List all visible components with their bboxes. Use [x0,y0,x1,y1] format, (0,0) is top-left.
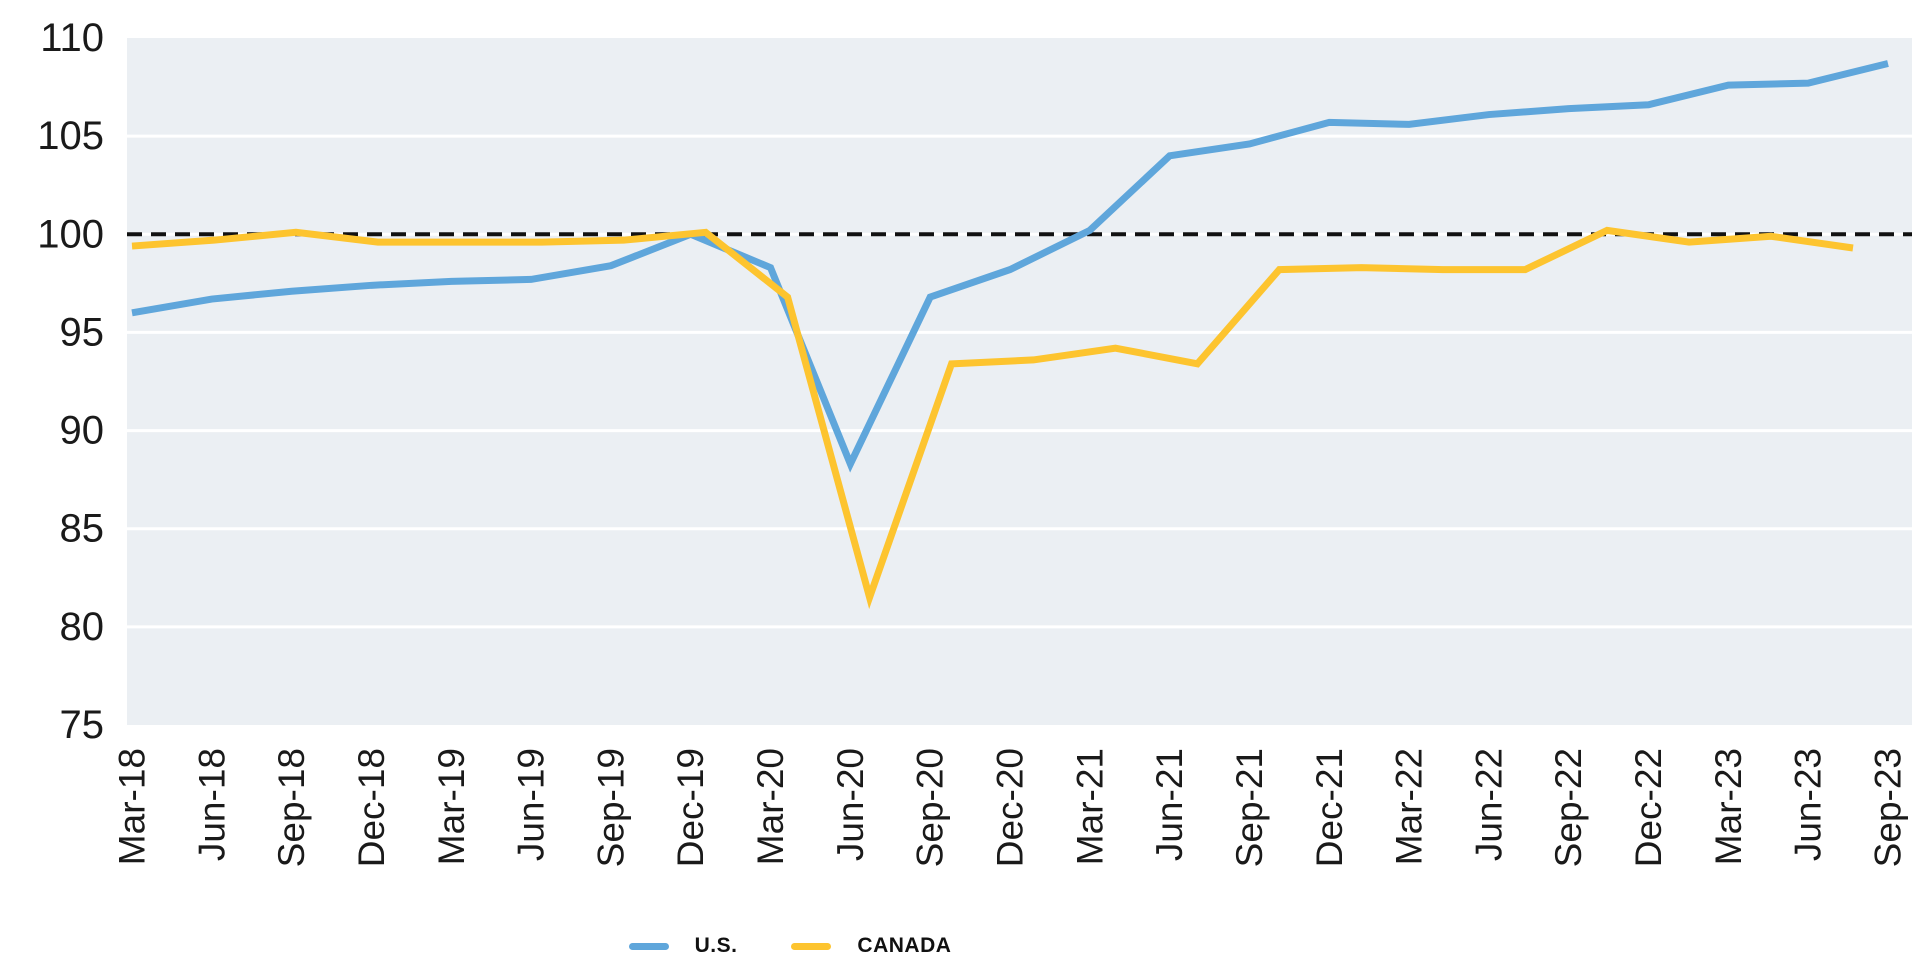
x-tick-label-Sep-19: Sep-19 [590,748,631,867]
y-tick-label-75: 75 [60,703,105,747]
x-tick-label-Mar-19: Mar-19 [431,748,472,865]
x-tick-label-Mar-21: Mar-21 [1069,748,1110,865]
x-tick-label-Dec-20: Dec-20 [990,748,1031,867]
y-tick-label-85: 85 [60,507,105,551]
x-tick-label-Mar-23: Mar-23 [1708,748,1749,865]
x-tick-label-Jun-22: Jun-22 [1468,748,1509,861]
x-tick-label-Jun-18: Jun-18 [191,748,232,861]
x-tick-label-Jun-20: Jun-20 [830,748,871,861]
legend-item-canada: CANADA [791,934,951,958]
series-line-us [131,60,1889,473]
x-tick-label-Sep-21: Sep-21 [1229,748,1270,867]
legend-item-us: U.S. [628,934,738,958]
series-line-canada [131,226,1854,610]
x-tick-label-Sep-20: Sep-20 [910,748,951,867]
x-tick-label-Jun-21: Jun-21 [1149,748,1190,861]
x-tick-label-Sep-22: Sep-22 [1548,748,1589,867]
y-tick-label-105: 105 [37,114,104,158]
y-tick-label-90: 90 [60,409,105,453]
x-tick-label-Sep-23: Sep-23 [1868,748,1909,867]
y-tick-label-110: 110 [40,16,104,60]
y-tick-label-100: 100 [37,212,104,256]
x-tick-label-Jun-19: Jun-19 [511,748,552,861]
x-tick-label-Mar-20: Mar-20 [750,748,791,865]
x-tick-label-Dec-18: Dec-18 [351,748,392,867]
x-tick-label-Dec-19: Dec-19 [670,748,711,867]
y-tick-label-80: 80 [60,605,105,649]
x-tick-label-Mar-18: Mar-18 [112,748,153,865]
us-line-swatch [628,942,669,950]
plot-area [127,38,1912,725]
legend-label-us: U.S. [694,934,738,957]
x-tick-label-Dec-22: Dec-22 [1628,748,1669,867]
x-tick-label-Dec-21: Dec-21 [1309,748,1350,867]
x-tick-label-Mar-22: Mar-22 [1389,748,1430,865]
x-tick-label-Jun-23: Jun-23 [1788,748,1829,861]
legend-label-canada: CANADA [857,934,952,957]
x-tick-label-Sep-18: Sep-18 [271,748,312,867]
canada-line-swatch [791,942,832,950]
chart-legend: U.S. CANADA [0,934,1750,958]
y-tick-label-95: 95 [60,310,105,354]
